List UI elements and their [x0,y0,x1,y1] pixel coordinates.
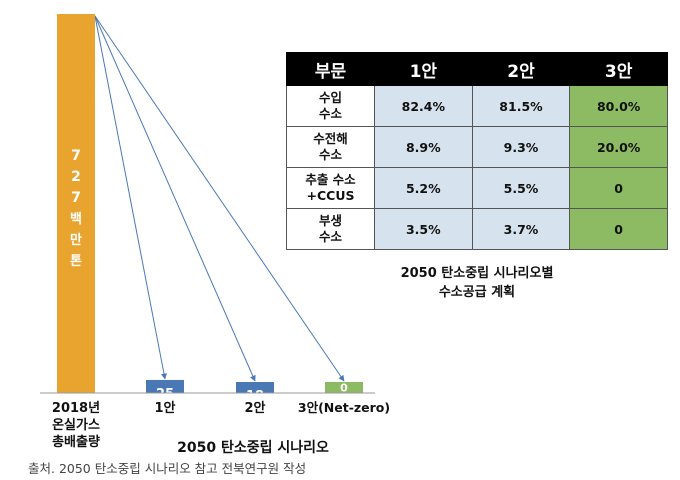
header-option-2: 2안 [471,52,571,86]
x-tick-label-3-line-0: 3안(Net-zero) [298,400,390,415]
header-option-3: 3안 [569,52,668,86]
table-cell: 8.9% [374,126,473,168]
bar-label-1: 25 [156,387,174,402]
table-header-row: 부문 1안 2안 3안 [286,52,668,86]
bar-unit-2-char-1: 만 [249,425,260,440]
bar-label-0-char-3: 백 [70,212,82,227]
table-cell: 3.7% [471,208,571,250]
table-row: 추출 수소 +CCUS 5.2% 5.5% 0 [286,167,668,209]
bar-label-0-char-0: 7 [71,148,81,164]
bar-label-0-char-5: 톤 [70,254,82,269]
bar-label-0-char-4: 만 [70,232,82,248]
table-cell: 3.5% [374,208,473,250]
bar-unit-2-char-2: 톤 [249,443,260,457]
row-label-imported-hydrogen: 수입 수소 [286,85,375,127]
table-caption: 2050 탄소중립 시나리오별 수소공급 계획 [286,264,668,302]
bar-2 [236,382,274,393]
arrow-to-bar-1 [94,15,167,380]
table-caption-line-1: 2050 탄소중립 시나리오별 [400,266,554,281]
x-tick-label-2-line-0: 2안 [244,400,265,416]
bar-3 [325,382,363,393]
arrow-group [94,15,345,382]
table-cell: 82.4% [374,85,473,127]
table-row: 수전해 수소 8.9% 9.3% 20.0% [286,126,668,168]
bar-0 [57,14,95,393]
arrow-to-bar-3 [94,15,345,382]
header-option-1: 1안 [374,52,473,86]
source-note: 출처. 2050 탄소중립 시나리오 참고 전북연구원 작성 [28,461,307,476]
row-label-extracted-ccus: 추출 수소 +CCUS [286,167,375,209]
arrow-to-bar-2 [94,15,256,382]
bar-label-3: 0 [340,382,348,395]
x-tick-label-1-line-0: 1안 [154,400,175,416]
hydrogen-supply-table: 부문 1안 2안 3안 수입 수소 82.4% 81.5% 80.0% 수전해 수소… [286,52,668,250]
table-cell: 80.0% [569,85,668,127]
table-caption-line-2: 수소공급 계획 [438,285,516,300]
bar-unit-1-char-2: 톤 [159,441,170,455]
bar-unit-2-char-0: 백 [249,408,260,423]
header-sector: 부문 [286,52,375,86]
x-tick-label-0-line-2: 총배출량 [52,434,100,450]
table-cell: 0 [569,208,668,250]
table-cell: 0 [569,167,668,209]
bar-label-0-char-2: 7 [71,190,81,206]
bar-1 [146,379,184,393]
row-label-byproduct-hydrogen: 부생 수소 [286,208,375,250]
x-tick-label-0-line-0: 2018년 [52,401,100,416]
x-tick-label-0-line-1: 온실가스 [52,417,100,433]
table-row: 수입 수소 82.4% 81.5% 80.0% [286,85,668,127]
table-cell: 5.2% [374,167,473,209]
scenario-group-label: 2050 탄소중립 시나리오 [177,439,329,456]
bar-label-0-char-1: 2 [71,169,81,185]
table-cell: 81.5% [471,85,571,127]
table-row: 부생 수소 3.5% 3.7% 0 [286,208,668,250]
table-cell: 5.5% [471,167,571,209]
row-label-electrolysis-hydrogen: 수전해 수소 [286,126,375,168]
bar-unit-1-char-0: 백 [159,406,170,421]
bar-unit-1-char-1: 만 [159,423,170,438]
table-cell: 20.0% [569,126,668,168]
table-cell: 9.3% [471,126,571,168]
